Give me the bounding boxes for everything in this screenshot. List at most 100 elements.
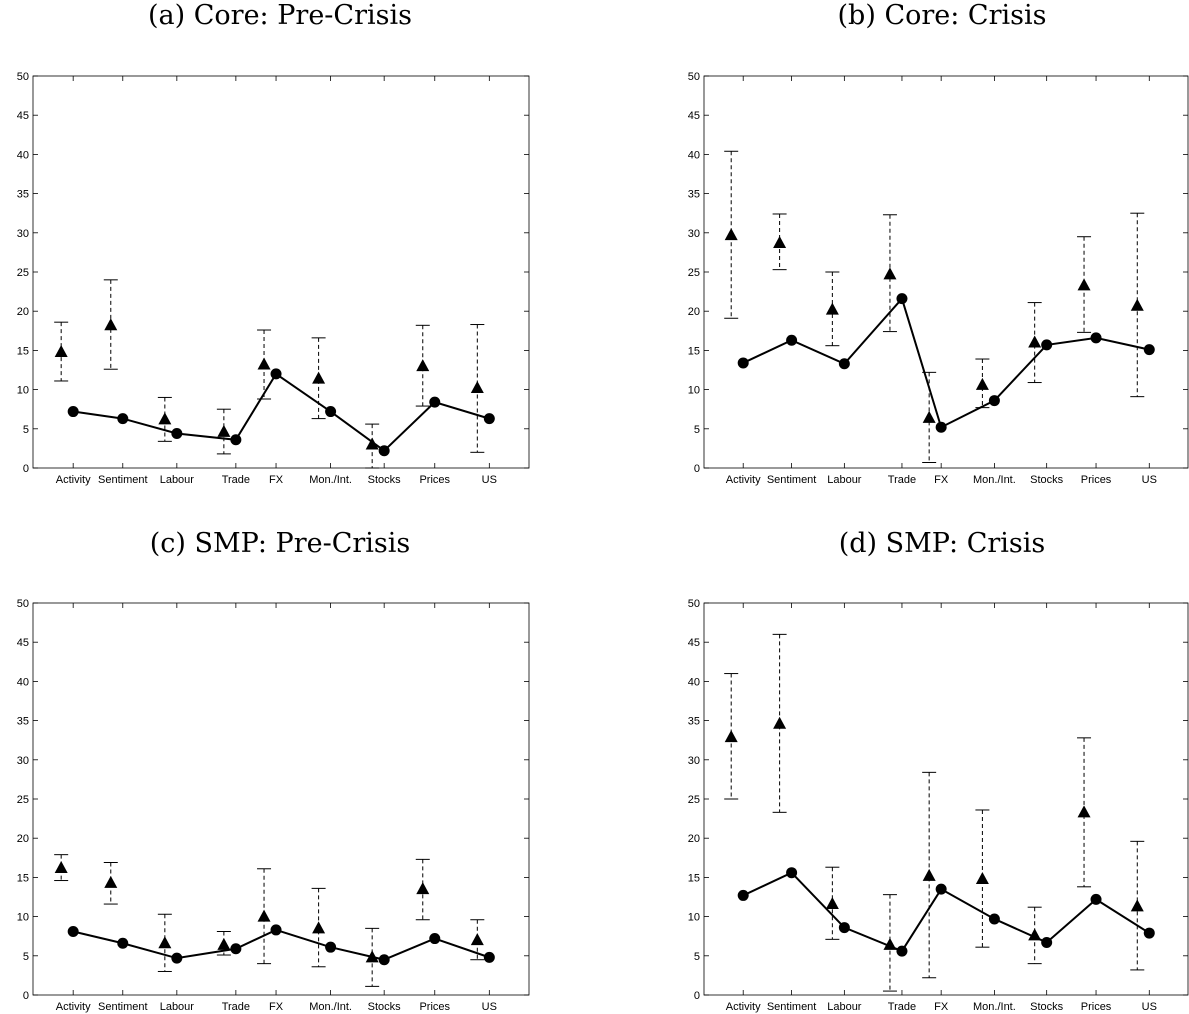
series-circle-line [73,372,490,453]
y-tick-label: 20 [688,833,700,845]
circle-point [117,413,129,425]
circle-point [270,924,282,936]
y-tick-label: 45 [17,637,29,649]
y-tick-label: 35 [688,716,700,728]
chart-panel-a: 0 5 10 15 20 25 30 35 40 45 50 Activity Sentiment Lab… [17,71,530,486]
x-tick-label: Stocks [1030,474,1064,486]
triangle-point [312,921,326,934]
y-tick-label: 40 [17,676,29,688]
triangle-point [883,937,897,950]
series-circle-line [742,871,1150,953]
circle-point [1090,332,1102,344]
triangle-point [1130,298,1144,311]
y-tick-label: 25 [688,794,700,806]
triangle-point [922,410,936,423]
circle-point [429,396,441,408]
x-tick-label: Labour [160,1001,195,1013]
x-tick-label: Prices [1081,474,1112,486]
x-tick-label: Mon./Int. [973,474,1016,486]
plot-frame [32,602,530,996]
chart-panel-d: 0 5 10 15 20 25 30 35 40 45 50 Activity Sentiment Lab… [688,598,1189,1013]
circle-point [988,913,1000,925]
triangle-point [470,933,484,946]
circle-point [1041,936,1053,948]
x-tick-label: Activity [56,1001,91,1013]
x-tick-label: FX [934,474,949,486]
triangle-point [257,909,271,922]
circle-point [171,428,183,440]
triangle-point [922,868,936,881]
circle-point [737,357,749,369]
circle-point [838,358,850,370]
circle-point [935,883,947,895]
triangle-point [773,235,787,248]
y-tick-label: 35 [17,189,29,201]
triangle-point [217,937,231,950]
triangle-point [158,936,172,949]
triangle-point [217,424,231,437]
triangle-point [1130,899,1144,912]
series-circle-line [72,928,490,961]
series-circle-line [742,296,1150,429]
plot-frame [703,75,1189,469]
y-tick-label: 15 [688,345,700,357]
x-tick-label: US [1142,474,1157,486]
y-tick-label: 0 [694,990,700,1002]
triangle-point [825,302,839,315]
triangle-point [1028,335,1042,348]
y-tick-label: 0 [23,463,29,475]
circle-point [483,951,495,963]
circle-point [935,421,947,433]
triangle-point [1077,278,1091,291]
triangle-point [724,730,738,743]
y-tick-label: 50 [688,598,700,610]
x-tick-label: Activity [56,474,91,486]
chart-panel-b: 0 5 10 15 20 25 30 35 40 45 50 Activity Sentiment Lab… [688,71,1189,486]
triangle-point [365,950,379,963]
y-tick-label: 25 [17,267,29,279]
circle-point [838,922,850,934]
triangle-point [825,897,839,910]
circle-point [230,434,242,446]
triangle-point [416,882,430,895]
circle-point [988,395,1000,407]
y-tick-label: 40 [17,149,29,161]
x-tick-label: Sentiment [98,1001,148,1013]
circle-point [737,889,749,901]
circle-point [117,937,129,949]
y-tick-label: 10 [688,385,700,397]
x-tick-label: FX [269,1001,284,1013]
circle-point [270,368,282,380]
y-tick-label: 45 [688,110,700,122]
triangle-point [975,871,989,884]
panel-c-title: (c) SMP: Pre-Crisis [149,528,411,559]
x-tick-label: Trade [888,474,916,486]
y-tick-label: 25 [688,267,700,279]
x-tick-label: Stocks [368,1001,402,1013]
y-tick-label: 20 [17,306,29,318]
circle-point [1143,344,1155,356]
x-tick-label: Labour [827,474,862,486]
y-tick-label: 45 [17,110,29,122]
x-tick-label: Prices [1081,1001,1112,1013]
triangle-point [54,344,68,357]
x-tick-label: FX [934,1001,949,1013]
x-tick-label: Stocks [1030,1001,1064,1013]
plot-frame [32,75,530,469]
x-tick-label: US [482,1001,497,1013]
y-tick-label: 10 [17,385,29,397]
circle-point [429,933,441,945]
triangle-point [365,437,379,450]
circle-point [378,954,390,966]
circle-point [325,941,337,953]
y-tick-label: 0 [694,463,700,475]
triangle-point [470,381,484,394]
y-tick-label: 20 [688,306,700,318]
triangle-point [104,318,118,331]
panel-b-title: (b) Core: Crisis [837,0,1047,31]
chart-panel-c: 0 5 10 15 20 25 30 35 40 45 50 Activity Sentiment Lab… [17,598,530,1013]
x-tick-label: Sentiment [98,474,148,486]
x-tick-label: Sentiment [767,1001,817,1013]
x-tick-label: Mon./Int. [973,1001,1016,1013]
x-tick-label: Trade [222,474,250,486]
